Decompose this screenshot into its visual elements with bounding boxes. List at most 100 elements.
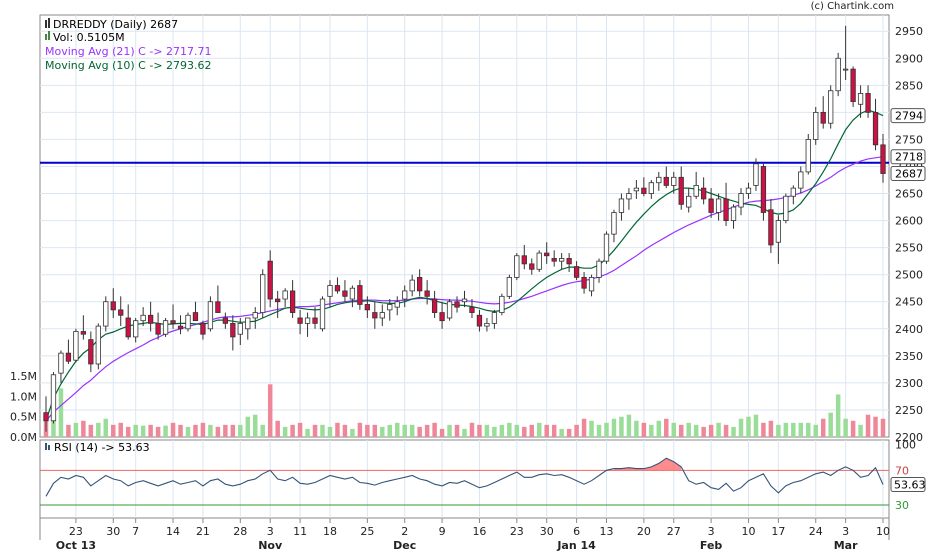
price-value-tag-text: 2794 — [895, 110, 923, 123]
candle-body — [394, 301, 400, 308]
x-day-label: 21 — [196, 525, 210, 538]
price-value-tag — [890, 149, 926, 165]
volume-bar — [477, 424, 482, 437]
candle-body — [289, 290, 296, 313]
volume-bar — [559, 428, 564, 437]
candle-body — [521, 255, 527, 265]
x-day-label: 27 — [667, 525, 681, 538]
volume-bar — [656, 420, 662, 437]
price-tick-label: 2900 — [895, 52, 923, 65]
x-day-label: 28 — [233, 525, 247, 538]
candle-body — [230, 322, 236, 338]
volume-bar — [96, 422, 101, 437]
candle-body — [379, 312, 385, 319]
chart-credit: (c) Chartink.com — [810, 1, 894, 12]
volume-bar — [619, 416, 624, 437]
candle-body — [671, 176, 677, 186]
candle-body — [446, 301, 453, 319]
legend-title: DRREDDY (Daily) 2687 — [53, 18, 178, 31]
candle-body — [499, 295, 505, 313]
price-tick-label: 2500 — [895, 269, 923, 282]
volume-bar — [783, 422, 789, 437]
candle-body — [58, 352, 64, 374]
candle-body — [715, 198, 722, 213]
candle-body — [103, 301, 109, 327]
x-day-label: 17 — [771, 525, 785, 538]
candle-body — [641, 187, 647, 194]
volume-bar — [484, 424, 490, 437]
volume-bar — [350, 428, 355, 437]
volume-bar — [409, 424, 415, 437]
volume-legend-icon — [45, 34, 47, 40]
volume-bar — [297, 422, 303, 437]
candle-body — [678, 176, 684, 205]
candle-body — [297, 317, 303, 324]
volume-bar — [746, 416, 751, 437]
price-tick-label: 2400 — [895, 323, 923, 336]
candle-body — [110, 301, 116, 311]
x-day-label: 3 — [267, 525, 274, 538]
candle-body — [424, 290, 430, 297]
volume-bar — [708, 424, 714, 437]
volume-bar — [596, 424, 602, 437]
price-pane-frame — [39, 14, 890, 438]
volume-bar — [544, 424, 549, 437]
x-month-label: Jan 14 — [556, 539, 596, 551]
x-day-label: 24 — [809, 525, 823, 538]
candle-body — [842, 68, 849, 71]
candle-body — [177, 325, 184, 330]
volume-bar — [163, 425, 168, 437]
x-day-label: 2 — [401, 525, 408, 538]
candle-body — [693, 185, 699, 197]
candle-body — [880, 144, 886, 174]
price-tick-label: 2550 — [895, 242, 923, 255]
rsi-tick-label: 30 — [895, 499, 909, 512]
volume-bar — [566, 428, 572, 437]
price-tick-label: 2650 — [895, 188, 923, 201]
x-month-label: Oct 13 — [56, 539, 96, 551]
volume-bar — [589, 420, 594, 437]
candle-body — [768, 209, 774, 246]
volume-bar — [514, 424, 520, 437]
candle-body — [133, 320, 139, 338]
volume-bar — [843, 418, 848, 437]
candle-legend-icon — [45, 20, 47, 28]
volume-bar — [723, 424, 729, 437]
candle-body — [603, 233, 610, 262]
volume-bar — [170, 422, 176, 437]
candle-body — [850, 68, 856, 102]
x-day-label: 14 — [166, 525, 180, 538]
volume-bar — [402, 424, 407, 437]
volume-bar — [865, 414, 871, 437]
candle-body — [439, 312, 445, 322]
candle-body — [798, 171, 804, 189]
candle-body — [185, 314, 191, 330]
volume-bar — [828, 412, 833, 437]
rsi-overbought-area — [614, 458, 682, 471]
candle-body — [327, 285, 333, 297]
candle-body — [514, 255, 520, 278]
volume-bar — [798, 422, 804, 437]
volume-bar — [111, 424, 116, 437]
rsi-tick-label: 70 — [895, 464, 909, 477]
x-day-label: 18 — [323, 525, 337, 538]
candle-body — [611, 212, 617, 235]
candle-body — [559, 258, 565, 262]
candle-body — [342, 290, 348, 297]
volume-bar — [529, 424, 535, 437]
x-month-label: Dec — [393, 539, 416, 551]
candle-body — [417, 276, 423, 292]
volume-bar — [260, 424, 265, 437]
candle-body — [304, 317, 311, 324]
volume-bar — [387, 424, 393, 437]
candle-body — [656, 176, 662, 184]
volume-bar — [522, 426, 527, 437]
volume-bar — [103, 418, 109, 437]
candle-body — [633, 187, 640, 192]
candle-body — [200, 322, 206, 335]
volume-tick-label: 0.5M — [10, 411, 37, 424]
rsi-tick-label: 100 — [895, 438, 916, 451]
volume-bar — [88, 424, 94, 437]
price-tick-label: 2850 — [895, 79, 923, 92]
